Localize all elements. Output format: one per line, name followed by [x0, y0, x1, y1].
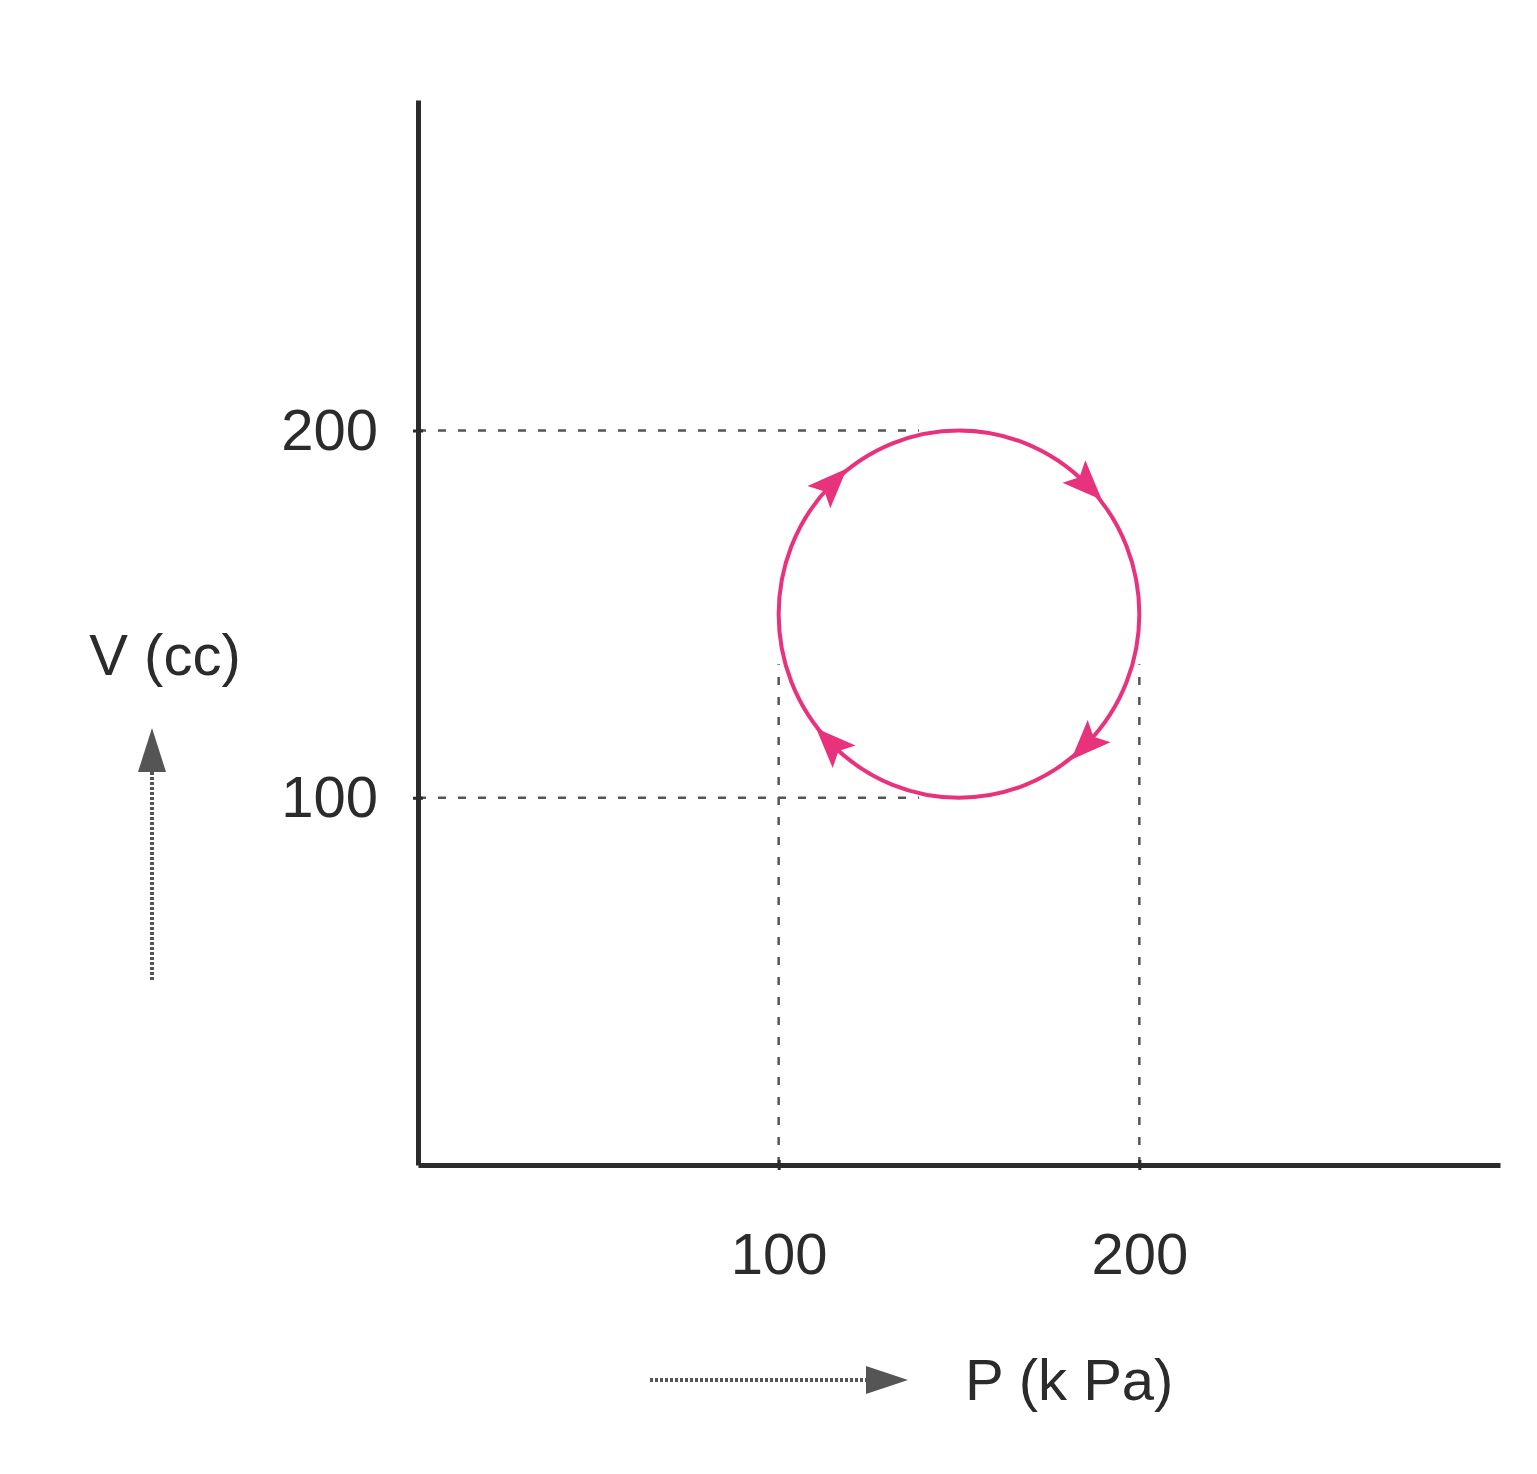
grid-line [1138, 664, 1141, 1165]
tick-mark [413, 797, 423, 800]
x-axis-title: P (k Pa) [965, 1347, 1173, 1412]
direction-arrow [807, 457, 858, 508]
tick: 200 [281, 397, 423, 462]
tick: 100 [281, 764, 423, 829]
plot [779, 431, 1140, 798]
tick-label: 100 [731, 1221, 828, 1286]
tick-label: 100 [281, 764, 378, 829]
axis-arrow [150, 760, 154, 980]
grid-line [777, 664, 780, 1165]
y-axis-title: V (cc) [89, 622, 240, 687]
grid-line [418, 429, 919, 432]
tick-mark [413, 430, 423, 433]
y-axis: 100 200 [281, 101, 423, 1166]
tick-label: 200 [281, 397, 378, 462]
axis-line [419, 1163, 1501, 1168]
x-axis: 100 200 [419, 1160, 1501, 1286]
direction-arrow [805, 717, 856, 768]
cycle [779, 431, 1140, 798]
direction-arrow [1062, 460, 1113, 511]
axis-arrow-head [138, 728, 166, 772]
tick-mark [1138, 1160, 1141, 1170]
grid-line [418, 797, 919, 800]
tick-mark [778, 1160, 781, 1170]
axis-arrow [650, 1378, 875, 1382]
tick: 100 [731, 1160, 828, 1286]
tick: 200 [1091, 1160, 1188, 1286]
axis-arrow-head [866, 1366, 908, 1394]
chart: 100 200 100 200 V (cc) P (k Pa) [0, 0, 1537, 1474]
direction-arrow [1060, 720, 1111, 771]
axis-line [416, 101, 421, 1166]
guides [418, 431, 1139, 1165]
tick-label: 200 [1091, 1221, 1188, 1286]
